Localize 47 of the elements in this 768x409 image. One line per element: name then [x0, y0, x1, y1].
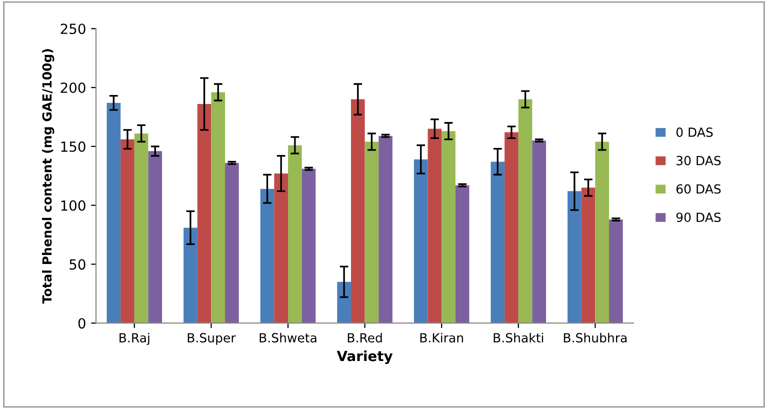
bar — [302, 168, 316, 324]
bar — [364, 142, 379, 324]
x-tick-label: B.Shweta — [260, 332, 316, 343]
bar — [337, 282, 351, 324]
bar — [414, 159, 428, 324]
bar — [609, 219, 623, 324]
bar — [106, 102, 121, 324]
legend-label: 90 DAS — [676, 212, 721, 222]
bar — [504, 132, 518, 324]
x-tick-label: B.Raj — [120, 332, 150, 345]
y-tick-label: 50 — [70, 259, 86, 270]
y-tick-label: 250 — [60, 24, 86, 34]
bar — [490, 162, 505, 324]
bar — [442, 131, 456, 324]
x-tick-label: B.Kiran — [420, 332, 464, 343]
bar — [532, 140, 546, 324]
bar — [148, 151, 162, 324]
bar — [378, 136, 392, 324]
bar — [288, 145, 302, 324]
bar — [274, 174, 288, 324]
bar — [518, 99, 532, 324]
legend-label: 30 DAS — [676, 156, 721, 166]
bar — [225, 162, 239, 324]
bar — [568, 191, 582, 324]
y-axis-title: Total Phenol content (mg GAE/100g) — [42, 49, 54, 304]
bar — [595, 142, 610, 324]
bar — [184, 228, 198, 324]
bar — [134, 133, 148, 324]
bar — [581, 188, 596, 324]
y-tick-label: 150 — [61, 141, 86, 152]
bar — [211, 92, 226, 324]
y-tick-label: 200 — [60, 82, 86, 93]
bar — [197, 104, 212, 324]
bar — [120, 139, 134, 324]
y-tick-label: 100 — [61, 200, 86, 211]
bar — [455, 185, 470, 324]
x-tick-label: B.Shubhra — [564, 332, 627, 343]
y-tick-label: 0 — [78, 318, 86, 329]
bar — [260, 188, 274, 324]
bar — [350, 99, 365, 324]
x-tick-label: B.Red — [348, 332, 382, 343]
x-axis-title: Variety — [336, 350, 393, 364]
bar — [428, 128, 442, 324]
x-tick-label: B.Shakti — [494, 332, 544, 343]
x-tick-label: B.Super — [188, 333, 236, 345]
legend-label: 60 DAS — [676, 184, 721, 194]
legend-label: 0 DAS — [676, 128, 713, 137]
